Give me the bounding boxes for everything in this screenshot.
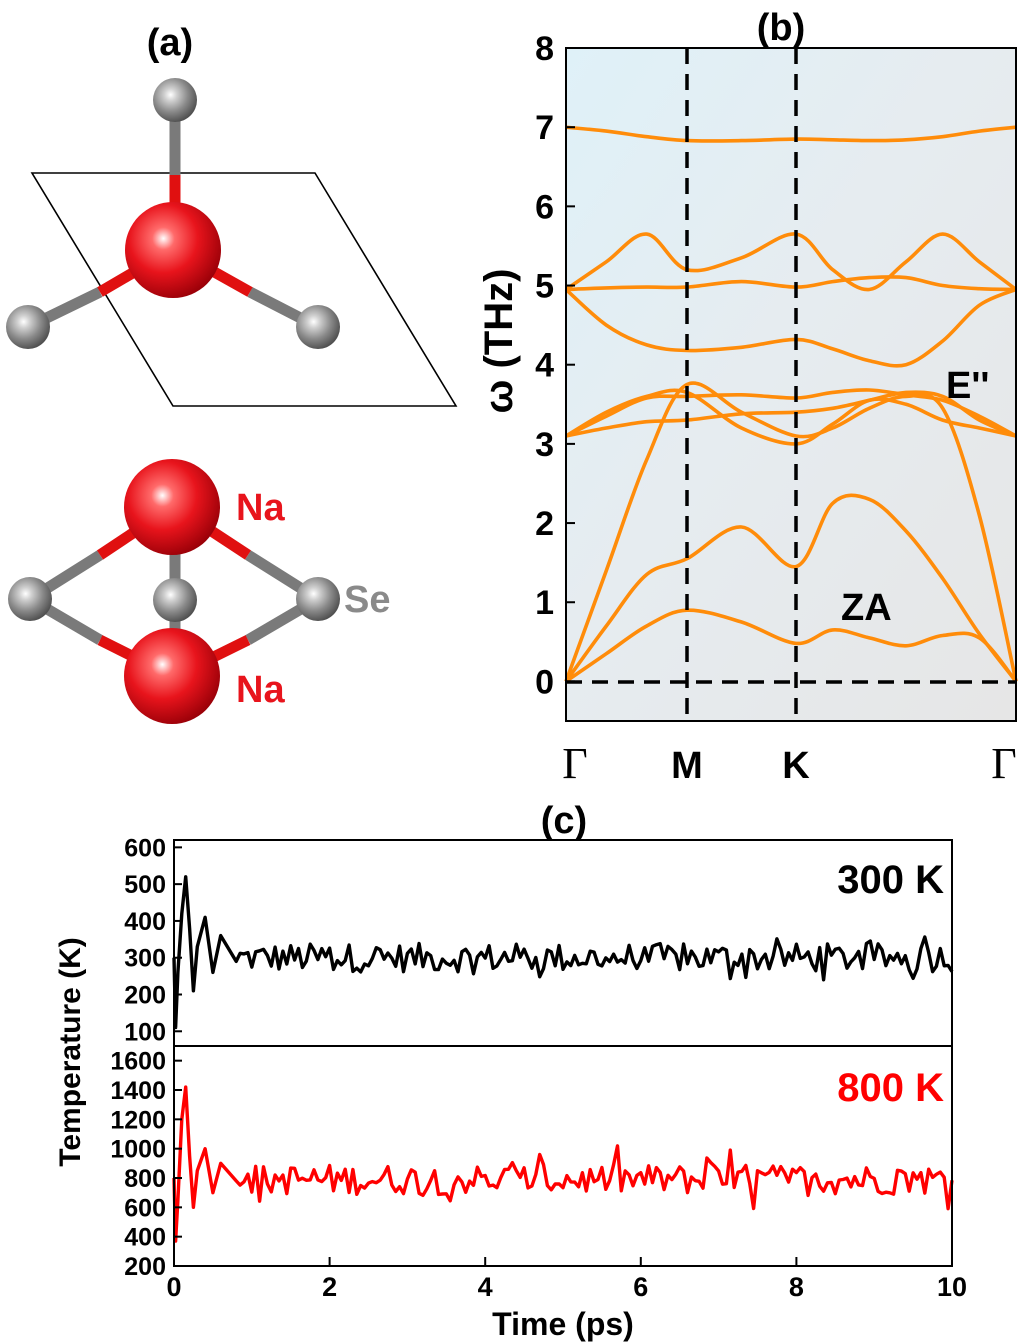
b-ytick-label: 7 <box>535 109 554 147</box>
se-atom-side-left <box>8 577 52 621</box>
c-top-ytick-label: 100 <box>124 1018 166 1046</box>
series-label-300k: 300 K <box>837 858 944 902</box>
phonon-branches <box>564 125 1018 683</box>
temperature-line-300k <box>172 875 954 1030</box>
panel-b-background <box>566 48 1016 721</box>
panel-c-top-yaxis: 100 200 300 400 500 600 <box>124 834 182 1046</box>
kpoint-label: Γ <box>991 739 1016 788</box>
se-atom-left <box>6 305 50 349</box>
panel-b-label: (b) <box>757 7 806 49</box>
series-label-800k: 800 K <box>837 1066 944 1110</box>
c-xtick-label: 4 <box>478 1272 493 1302</box>
series-300k <box>172 875 954 1030</box>
annotation-za: ZA <box>841 587 892 629</box>
phonon-branch-4 <box>565 390 1017 438</box>
b-ytick-label: 0 <box>535 663 554 701</box>
c-bottom-ytick-label: 1200 <box>110 1106 166 1134</box>
b-ytick-label: 8 <box>535 30 554 68</box>
panel-b-ylabel: ω (THz) <box>477 269 521 414</box>
b-ytick-label: 5 <box>535 268 554 306</box>
label-na-top: Na <box>236 487 285 529</box>
na-atom-side-top <box>124 459 220 555</box>
b-ytick-label: 2 <box>535 505 554 543</box>
b-ytick-label: 3 <box>535 426 554 464</box>
b-ytick-label: 6 <box>535 188 554 226</box>
kpoint-label: K <box>782 745 810 787</box>
phonon-branch-8 <box>565 275 1017 292</box>
se-atom-side-right <box>296 577 340 621</box>
phonon-branch-7 <box>564 287 1017 368</box>
c-top-ytick-label: 500 <box>124 871 166 899</box>
c-xtick-label: 10 <box>937 1272 967 1302</box>
panel-c-ylabel: Temperature (K) <box>54 937 87 1166</box>
panel-c-xaxis: 0 2 4 6 8 10 <box>166 1257 967 1302</box>
c-top-ytick-label: 600 <box>124 834 166 862</box>
c-top-ytick-label: 200 <box>124 982 166 1010</box>
se-atom-right <box>296 305 340 349</box>
c-bottom-ytick-label: 1000 <box>110 1136 166 1164</box>
c-top-ytick-label: 300 <box>124 945 166 973</box>
series-800k <box>172 1085 954 1243</box>
c-bottom-ytick-label: 400 <box>124 1224 166 1252</box>
panel-a-label: (a) <box>147 22 193 64</box>
panel-a: (a) <box>6 22 458 724</box>
panel-b-frame <box>565 47 1017 722</box>
label-se: Se <box>344 579 390 621</box>
phonon-branch-1 <box>564 608 1018 683</box>
na-atom-side-bottom <box>124 628 220 724</box>
phonon-branch-2 <box>564 493 1018 683</box>
se-atom-top <box>153 78 197 122</box>
panel-c-frame <box>173 839 953 1267</box>
panel-c-xlabel: Time (ps) <box>492 1306 634 1342</box>
kpoint-label: M <box>671 745 703 787</box>
c-xtick-label: 8 <box>789 1272 804 1302</box>
se-atom-side-center <box>153 578 197 622</box>
c-bottom-ytick-label: 200 <box>124 1253 166 1281</box>
panel-b-yaxis: 0 1 2 3 4 5 6 7 8 <box>535 30 575 701</box>
phonon-branch-9 <box>564 232 1018 292</box>
phonon-branch-6 <box>565 388 1017 438</box>
c-xtick-label: 6 <box>633 1272 648 1302</box>
panel-c-label: (c) <box>541 800 587 842</box>
c-xtick-label: 2 <box>322 1272 337 1302</box>
phonon-branch-10 <box>565 125 1017 143</box>
c-bottom-ytick-label: 800 <box>124 1165 166 1193</box>
kpoint-label: Γ <box>562 739 587 788</box>
label-na-bottom: Na <box>236 669 285 711</box>
c-bottom-ytick-label: 1400 <box>110 1077 166 1105</box>
b-ytick-label: 1 <box>535 584 554 622</box>
temperature-line-800k <box>172 1085 954 1243</box>
b-ytick-label: 4 <box>535 347 554 385</box>
c-bottom-ytick-label: 1600 <box>110 1048 166 1076</box>
panel-b: 0 1 2 3 4 5 6 7 8 Γ M K Γ (b) ω (THz) E'' ZA <box>477 7 1018 788</box>
na-atom-top-view <box>125 202 221 298</box>
c-bottom-ytick-label: 600 <box>124 1194 166 1222</box>
c-top-ytick-label: 400 <box>124 908 166 936</box>
c-xtick-label: 0 <box>166 1272 181 1302</box>
annotation-e2: E'' <box>946 365 989 407</box>
unit-cell-outline <box>30 172 458 407</box>
